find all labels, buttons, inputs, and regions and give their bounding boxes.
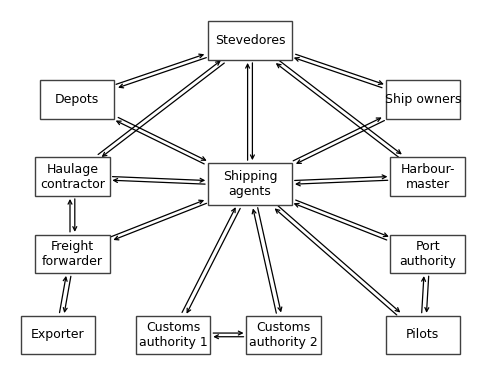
Text: Pilots: Pilots	[406, 328, 440, 341]
FancyBboxPatch shape	[208, 21, 292, 60]
Text: Harbour-
master: Harbour- master	[400, 163, 455, 191]
FancyBboxPatch shape	[386, 80, 460, 119]
Text: Depots: Depots	[55, 93, 100, 106]
Text: Customs
authority 1: Customs authority 1	[139, 321, 207, 349]
FancyBboxPatch shape	[35, 235, 110, 273]
Text: Stevedores: Stevedores	[215, 34, 285, 47]
FancyBboxPatch shape	[208, 163, 292, 205]
Text: Exporter: Exporter	[31, 328, 85, 341]
FancyBboxPatch shape	[136, 316, 210, 354]
FancyBboxPatch shape	[390, 157, 465, 196]
FancyBboxPatch shape	[246, 316, 321, 354]
Text: Customs
authority 2: Customs authority 2	[249, 321, 318, 349]
FancyBboxPatch shape	[40, 80, 115, 119]
Text: Haulage
contractor: Haulage contractor	[40, 163, 105, 191]
FancyBboxPatch shape	[21, 316, 95, 354]
Text: Freight
forwarder: Freight forwarder	[42, 240, 103, 268]
FancyBboxPatch shape	[386, 316, 460, 354]
Text: Shipping
agents: Shipping agents	[223, 170, 277, 198]
Text: Ship owners: Ship owners	[384, 93, 461, 106]
FancyBboxPatch shape	[35, 157, 110, 196]
FancyBboxPatch shape	[390, 235, 465, 273]
Text: Port
authority: Port authority	[399, 240, 456, 268]
